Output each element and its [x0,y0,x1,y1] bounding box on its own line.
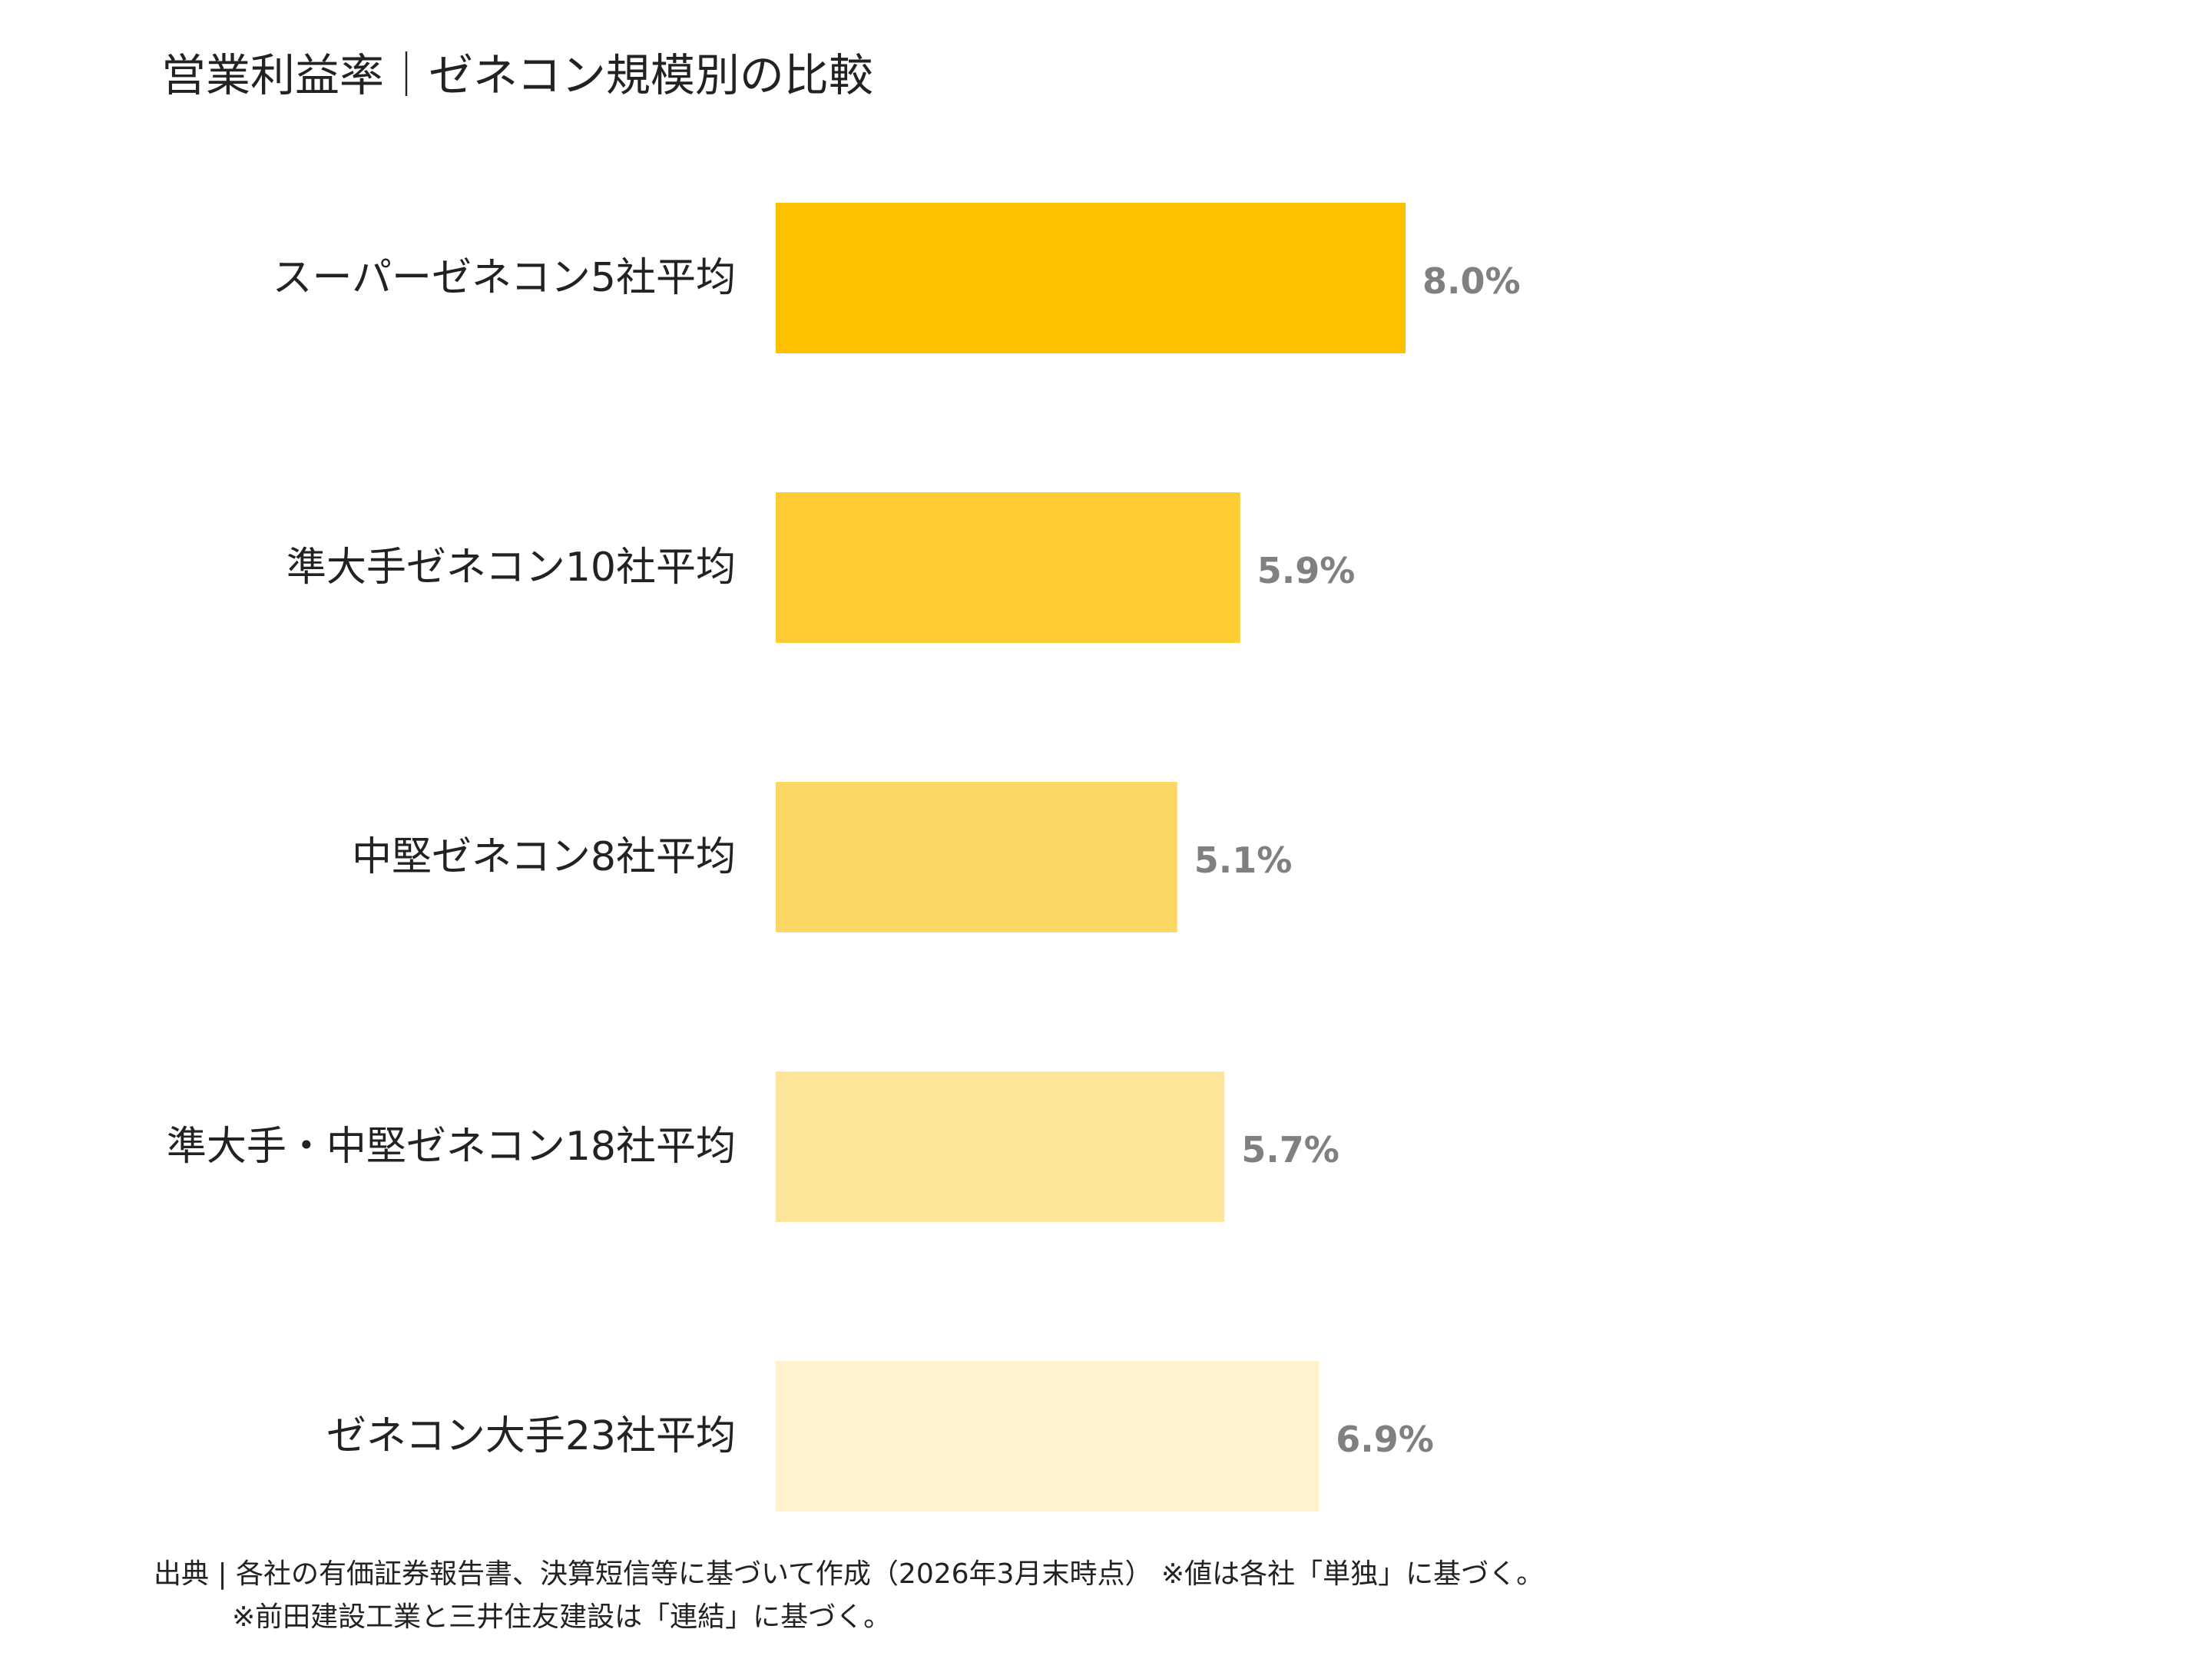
value-label-5: 6.9% [1336,1419,1434,1460]
value-label-1: 8.0% [1422,260,1521,302]
footnote: 出典 | 各社の有価証券報告書、決算短信等に基づいて作成（2026年3月末時点）… [154,1553,1544,1639]
category-label-2: 準大手ゼネコン10社平均 [286,545,736,591]
category-label-5: ゼネコン大手23社平均 [326,1413,736,1459]
category-label-4: 準大手・中堅ゼネコン18社平均 [167,1124,736,1170]
value-label-2: 5.9% [1257,550,1356,591]
value-label-3: 5.1% [1194,839,1293,881]
bar-4 [776,1071,1225,1222]
chart-title: 営業利益率｜ゼネコン規模別の比較 [161,49,873,101]
bar-1 [776,203,1406,353]
bar-5 [776,1361,1320,1512]
value-label-4: 5.7% [1241,1129,1339,1171]
category-label-3: 中堅ゼネコン8社平均 [352,834,736,880]
footnote-line-1: 出典 | 各社の有価証券報告書、決算短信等に基づいて作成（2026年3月末時点）… [154,1558,1545,1590]
category-label-1: スーパーゼネコン5社平均 [272,255,736,301]
footnote-line-2: ※前田建設工業と三井住友建設は「連結」に基づく。 [232,1601,892,1633]
bar-2 [776,492,1240,643]
bar-3 [776,782,1177,932]
